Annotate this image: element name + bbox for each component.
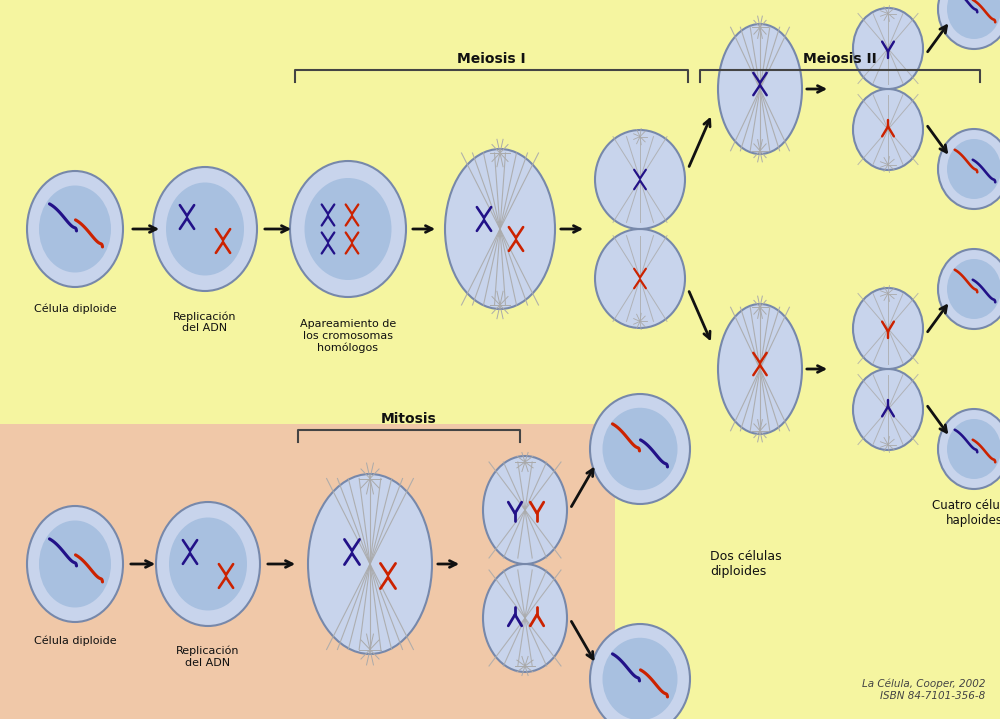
Text: Meiosis II: Meiosis II xyxy=(803,52,877,66)
Ellipse shape xyxy=(947,0,1000,39)
Text: Mitosis: Mitosis xyxy=(381,412,437,426)
Ellipse shape xyxy=(290,161,406,297)
Text: La Célula, Cooper, 2002
ISBN 84-7101-356-8: La Célula, Cooper, 2002 ISBN 84-7101-356… xyxy=(862,679,985,701)
Text: Célula diploide: Célula diploide xyxy=(34,636,116,646)
Ellipse shape xyxy=(590,624,690,719)
Ellipse shape xyxy=(308,474,432,654)
Ellipse shape xyxy=(595,130,685,229)
Ellipse shape xyxy=(27,506,123,622)
Bar xyxy=(0,424,615,719)
Text: Replicación
del ADN: Replicación del ADN xyxy=(173,311,237,333)
Text: Apareamiento de
los cromosomas
homólogos: Apareamiento de los cromosomas homólogos xyxy=(300,319,396,353)
Ellipse shape xyxy=(483,456,567,564)
Ellipse shape xyxy=(718,304,802,434)
Ellipse shape xyxy=(853,89,923,170)
Ellipse shape xyxy=(602,638,678,719)
Ellipse shape xyxy=(166,183,244,275)
Ellipse shape xyxy=(153,167,257,291)
Ellipse shape xyxy=(718,24,802,154)
Text: Dos células
diploides: Dos células diploides xyxy=(710,550,782,578)
Ellipse shape xyxy=(445,149,555,309)
Ellipse shape xyxy=(853,369,923,450)
Ellipse shape xyxy=(853,288,923,369)
Ellipse shape xyxy=(483,564,567,672)
Text: Replicación
del ADN: Replicación del ADN xyxy=(176,646,240,668)
Ellipse shape xyxy=(27,171,123,287)
Ellipse shape xyxy=(169,518,247,610)
Ellipse shape xyxy=(595,229,685,328)
Ellipse shape xyxy=(938,0,1000,49)
Ellipse shape xyxy=(938,409,1000,489)
Ellipse shape xyxy=(590,394,690,504)
Ellipse shape xyxy=(304,178,392,280)
Ellipse shape xyxy=(938,129,1000,209)
Ellipse shape xyxy=(602,408,678,490)
Text: Cuatro células
haploides: Cuatro células haploides xyxy=(932,499,1000,527)
Text: Meiosis I: Meiosis I xyxy=(457,52,526,66)
Ellipse shape xyxy=(938,249,1000,329)
Ellipse shape xyxy=(947,139,1000,199)
Text: Célula diploide: Célula diploide xyxy=(34,304,116,314)
Ellipse shape xyxy=(947,259,1000,319)
Ellipse shape xyxy=(947,419,1000,479)
Ellipse shape xyxy=(853,8,923,89)
Ellipse shape xyxy=(39,521,111,608)
Ellipse shape xyxy=(156,502,260,626)
Ellipse shape xyxy=(39,186,111,273)
